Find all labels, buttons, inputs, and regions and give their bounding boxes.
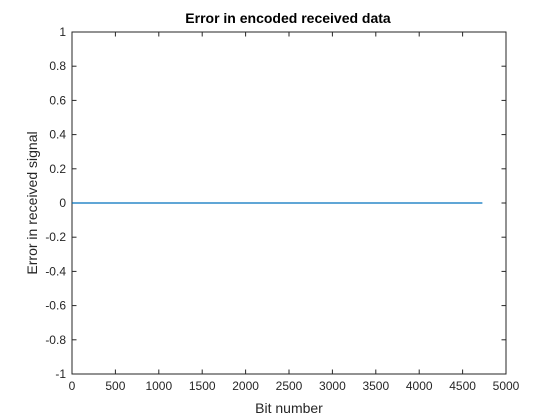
chart-title: Error in encoded received data xyxy=(185,10,391,26)
y-tick-label: 0.2 xyxy=(49,162,66,176)
x-axis-label: Bit number xyxy=(255,400,323,416)
x-tick-label: 0 xyxy=(69,379,76,393)
x-tick-label: 500 xyxy=(105,379,125,393)
x-tick-label: 2000 xyxy=(232,379,259,393)
y-tick-label: -0.4 xyxy=(45,264,66,278)
x-tick-label: 2500 xyxy=(276,379,303,393)
y-axis-label: Error in received signal xyxy=(24,131,40,274)
y-tick-label: 0.8 xyxy=(49,59,66,73)
y-tick-label: -0.2 xyxy=(45,230,66,244)
y-tick-label: 1 xyxy=(59,25,66,39)
plot-area: 0 500 1000 1500 2000 2500 3000 3500 4000 4500 5000… xyxy=(45,25,519,393)
x-tick-label: 1000 xyxy=(145,379,172,393)
x-tick-label: 3000 xyxy=(319,379,346,393)
x-tick-label: 3500 xyxy=(362,379,389,393)
y-tick-label: -1 xyxy=(55,367,66,381)
x-tick-label: 1500 xyxy=(189,379,216,393)
y-tick-label: -0.6 xyxy=(45,299,66,313)
x-tick-label: 4000 xyxy=(406,379,433,393)
x-tick-label: 4500 xyxy=(449,379,476,393)
y-tick-label: 0.6 xyxy=(49,93,66,107)
y-tick-label: 0 xyxy=(59,196,66,210)
x-tick-label: 5000 xyxy=(493,379,520,393)
y-tick-label: -0.8 xyxy=(45,333,66,347)
y-tick-label: 0.4 xyxy=(49,128,66,142)
